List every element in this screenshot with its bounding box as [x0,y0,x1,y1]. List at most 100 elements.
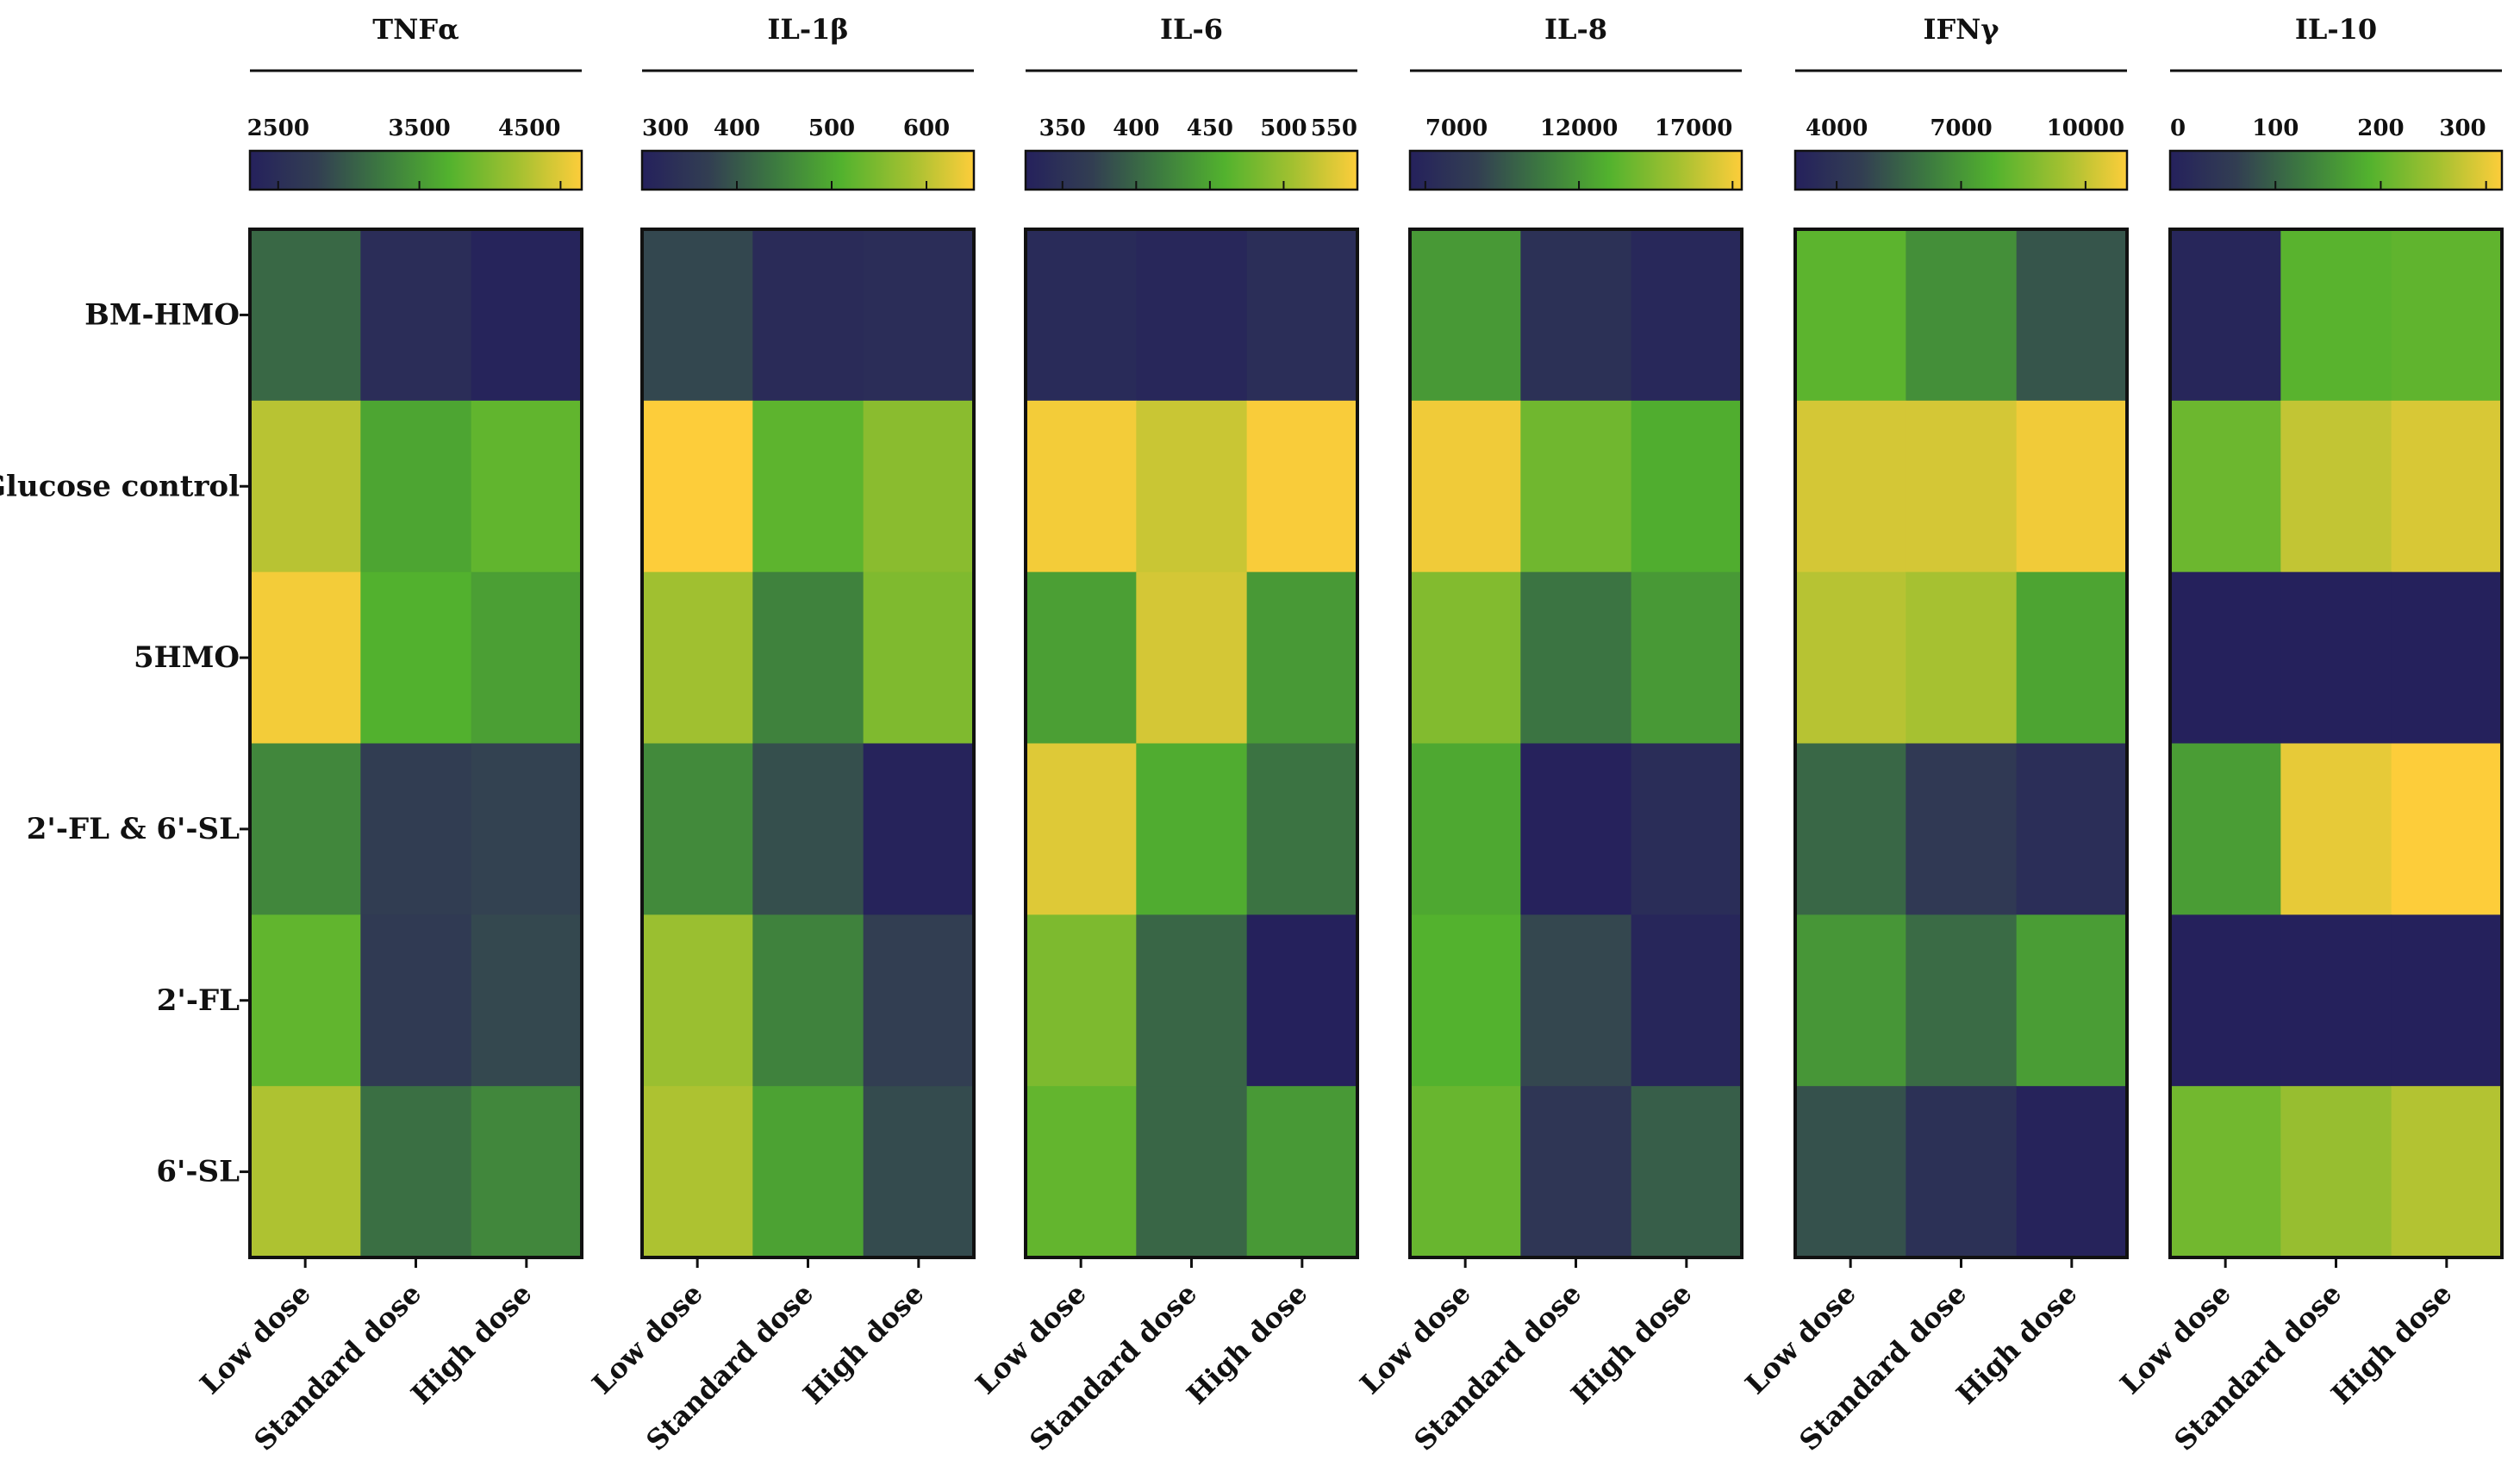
heatmap-cell [752,229,864,402]
column-label: High dose [1949,1277,2083,1411]
heatmap-cell [1906,743,2018,915]
heatmap-cell [1136,400,1248,573]
heatmap-cell [1136,229,1248,402]
colorbar-tick-label: 450 [1187,115,1233,141]
heatmap-cell [863,914,975,1087]
heatmap-cell [360,914,472,1087]
colorbar [2168,149,2504,191]
heatmap-cell [863,229,975,402]
heatmap-cell [642,400,753,573]
colorbar-tick-label: 17000 [1655,115,1732,141]
colorbar-tick-label: 3500 [388,115,450,141]
heatmap-cell [863,400,975,573]
colorbar-tick-label: 300 [2439,115,2486,141]
heatmap-cell [1906,914,2018,1087]
colorbar-tick-label: 200 [2357,115,2404,141]
heatmap-cell [863,571,975,744]
heatmap-cell [1410,914,1521,1087]
heatmap-cell [1136,571,1248,744]
heatmap-cell [1631,743,1743,915]
heatmap-cell [2170,400,2281,573]
colorbar-tick-label: 12000 [1540,115,1618,141]
heatmap-cell [250,400,361,573]
panel-title: IL-1β [767,13,848,46]
colorbar-tick-label: 4000 [1806,115,1868,141]
heatmap-cell [1906,571,2018,744]
heatmap-cell [1246,1086,1358,1258]
colorbar-tick-label: 500 [808,115,855,141]
heatmap-cell [1795,400,1906,573]
colorbar-tick-label: 400 [1113,115,1159,141]
heatmap-cell [471,743,583,915]
heatmap-cell [1520,743,1632,915]
heatmap-cell [250,743,361,915]
colorbar-tick-label: 100 [2252,115,2299,141]
heatmap-cell [1410,1086,1521,1258]
column-label: High dose [2324,1277,2458,1411]
heatmap-cell [1795,914,1906,1087]
heatmap-cell [1246,914,1358,1087]
heatmap-cell [2170,1086,2281,1258]
heatmap-cell [1136,1086,1248,1258]
colorbar-tick-label: 7000 [1930,115,1992,141]
heatmap-cell [1795,743,1906,915]
heatmap-cell [1136,743,1248,915]
heatmap-cell [752,400,864,573]
heatmap-cell [2391,1086,2503,1258]
heatmap-cell [1410,229,1521,402]
heatmap-cell [752,571,864,744]
heatmap-cell [2280,914,2392,1087]
column-label: High dose [1564,1277,1698,1411]
heatmap-cell [360,571,472,744]
colorbar [1024,149,1359,191]
heatmap-cell [2016,400,2128,573]
heatmap-cell [1631,1086,1743,1258]
heatmap-cell [250,571,361,744]
row-label: 2'-FL [157,983,240,1018]
heatmap-cell [471,1086,583,1258]
heatmap-cell [2280,229,2392,402]
heatmap-cell [471,229,583,402]
colorbar [248,149,583,191]
heatmap-cell [471,571,583,744]
colorbar-tick-label: 300 [642,115,689,141]
heatmap-cell [1631,229,1743,402]
heatmap-cell [1026,914,1137,1087]
heatmap-cell [642,571,753,744]
heatmap-cell [2280,571,2392,744]
heatmap-cell [863,1086,975,1258]
heatmap-cell [1246,229,1358,402]
panel-title: IL-10 [2295,13,2377,46]
heatmap-cell [1795,571,1906,744]
heatmap-cell [2391,743,2503,915]
colorbar-tick-label: 2500 [247,115,309,141]
heatmap-cell [2170,914,2281,1087]
heatmap-cell [2280,743,2392,915]
row-label: 5HMO [134,640,240,675]
heatmap-cell [642,743,753,915]
colorbar [1408,149,1743,191]
heatmap-cell [1410,743,1521,915]
row-label: Glucose control [0,469,240,503]
heatmap-cell [1631,400,1743,573]
heatmap-cell [752,1086,864,1258]
heatmap-cell [1631,914,1743,1087]
heatmap-cell [250,1086,361,1258]
row-label: 2'-FL & 6'-SL [27,812,240,846]
heatmap-cell [1410,400,1521,573]
heatmap-cell [752,743,864,915]
heatmap-cell [360,229,472,402]
heatmap-cell [2016,914,2128,1087]
heatmap-cell [1026,400,1137,573]
heatmap-cell [2391,229,2503,402]
heatmap-cell [2016,571,2128,744]
heatmap-cell [1795,1086,1906,1258]
heatmap-cell [1136,914,1248,1087]
heatmap-cell [1026,229,1137,402]
heatmap-cell [1520,229,1632,402]
heatmap-cell [2280,1086,2392,1258]
heatmap-cell [642,229,753,402]
